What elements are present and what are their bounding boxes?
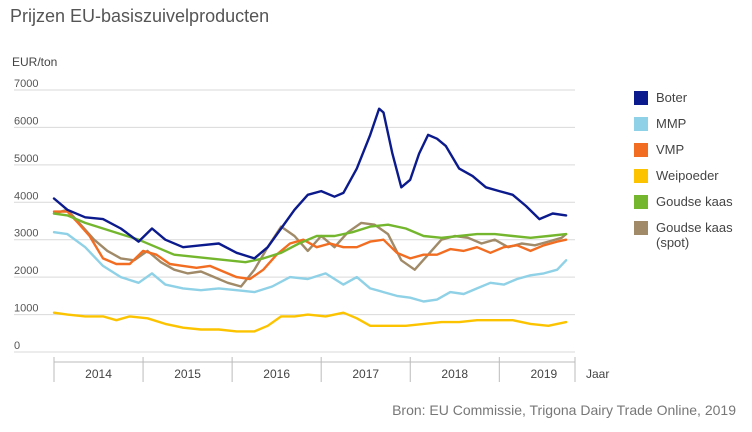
chart-title: Prijzen EU-basiszuivelproducten [10,6,270,26]
legend-label: MMP [656,116,687,131]
y-tick-label: 3000 [14,228,38,240]
gridlines [14,89,576,382]
y-tick-label: 5000 [14,153,38,165]
y-tick-label: 4000 [14,190,38,202]
y-tick-label: 7000 [14,78,38,90]
legend-swatch [634,117,648,131]
x-tick-label: 2017 [352,367,379,381]
legend-label: Goudse kaas (spot) [656,220,733,250]
source-note: Bron: EU Commissie, Trigona Dairy Trade … [392,402,736,418]
legend-item: Goudse kaas [634,194,750,209]
x-tick-label: 2018 [441,367,468,381]
y-axis-label: EUR/ton [12,55,58,69]
x-axis-label: Jaar [586,367,609,381]
legend-swatch [634,195,648,209]
y-tick-labels: 0 1000 2000 3000 4000 5000 6000 7000 [14,78,38,352]
x-tick-label: 2019 [530,367,557,381]
legend-swatch [634,143,648,157]
legend-item: VMP [634,142,750,157]
x-tick-label: 2015 [174,367,201,381]
legend-swatch [634,91,648,105]
series-line-0 [52,107,568,260]
legend-item: MMP [634,116,750,131]
legend-item: Boter [634,90,750,105]
legend-item: Goudse kaas (spot) [634,220,750,250]
y-tick-label: 1000 [14,303,38,315]
series-line-1 [52,231,568,303]
series-line-4 [52,212,568,264]
series-lines [52,107,568,333]
y-tick-label: 2000 [14,265,38,277]
legend-label: Weipoeder [656,168,719,183]
legend: Boter MMP VMP Weipoeder Goudse kaas Goudse ka… [634,90,750,261]
x-tick-label: 2014 [85,367,112,381]
series-line-2 [52,210,568,281]
series-line-3 [52,311,568,333]
series-line-5 [52,208,568,288]
legend-swatch [634,221,648,235]
x-tick-labels: 2014 2015 2016 2017 2018 2019 [85,367,557,381]
x-tick-label: 2016 [263,367,290,381]
legend-swatch [634,169,648,183]
y-tick-label: 0 [14,340,20,352]
legend-label: Goudse kaas [656,194,733,209]
legend-label: VMP [656,142,685,157]
legend-item: Weipoeder [634,168,750,183]
y-tick-label: 6000 [14,115,38,127]
legend-label: Boter [656,90,688,105]
